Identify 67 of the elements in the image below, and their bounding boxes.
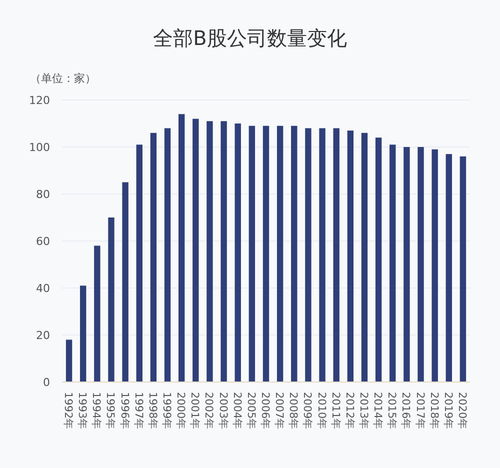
y-tick-label: 80 [36, 188, 50, 201]
y-tick-label: 120 [29, 94, 50, 107]
y-tick-label: 100 [29, 141, 50, 154]
x-tick-label: 2001年 [188, 392, 201, 430]
x-tick-label: 2018年 [428, 392, 440, 430]
bar [347, 130, 354, 382]
bar [150, 132, 157, 382]
bar [305, 128, 312, 382]
bar [234, 124, 241, 382]
x-tick-label: 2008年 [287, 392, 300, 430]
x-tick-label: 1998年 [146, 392, 158, 430]
x-tick-label: 2011年 [329, 392, 342, 430]
y-tick-label: 60 [36, 235, 50, 248]
bar [291, 126, 298, 382]
x-tick-label: 2006年 [259, 392, 271, 430]
bar [80, 286, 86, 382]
bar [136, 144, 142, 382]
chart-title: 全部B股公司数量变化 [153, 26, 347, 50]
bar [108, 218, 114, 382]
bar [390, 144, 396, 382]
x-tick-label: 1994年 [90, 392, 102, 430]
bar [262, 126, 270, 382]
x-tick-label: 2015年 [386, 392, 398, 430]
x-tick-label: 2003年 [216, 392, 229, 430]
bar [248, 126, 256, 382]
bar [276, 126, 284, 382]
x-tick-label: 2017年 [414, 392, 426, 430]
bar [418, 147, 424, 382]
x-tick-label: 2007年 [273, 392, 286, 430]
x-tick-label: 2009年 [301, 392, 314, 430]
bar [432, 149, 438, 382]
bar [94, 246, 100, 382]
x-tick-label: 2020年 [456, 392, 468, 430]
bar [361, 132, 368, 382]
bar [220, 121, 227, 382]
x-tick-label: 1993年 [76, 392, 88, 430]
x-tick-label: 2019年 [442, 392, 454, 430]
x-tick-label: 2012年 [343, 392, 356, 430]
bar [460, 156, 466, 382]
bar [333, 128, 340, 382]
bar [206, 121, 213, 382]
x-tick-label: 1992年 [62, 392, 74, 430]
y-axis-title: （单位：家） [30, 72, 96, 85]
x-tick-label: 1999年 [160, 392, 173, 430]
x-tick-label: 2014年 [372, 392, 384, 430]
x-tick-label: 2016年 [400, 392, 412, 430]
y-tick-label: 20 [36, 329, 50, 342]
bar [446, 154, 452, 382]
x-tick-label: 1995年 [104, 392, 116, 430]
x-tick-label: 2010年 [315, 392, 328, 430]
bar [319, 128, 326, 382]
x-tick-label: 2000年 [174, 392, 187, 430]
x-tick-label: 2004年 [230, 392, 243, 430]
bar [375, 138, 382, 382]
bar [164, 128, 171, 382]
x-tick-label: 2005年 [244, 392, 257, 430]
y-tick-label: 0 [43, 376, 50, 389]
bar [178, 114, 185, 382]
bar [66, 340, 72, 382]
x-tick-label: 2013年 [357, 392, 370, 430]
y-tick-label: 40 [36, 282, 50, 295]
bar [404, 147, 410, 382]
bar [122, 182, 128, 382]
x-tick-label: 1997年 [132, 392, 144, 430]
x-tick-label: 2002年 [202, 392, 215, 430]
bar [192, 118, 199, 382]
x-tick-label: 1996年 [118, 392, 130, 430]
